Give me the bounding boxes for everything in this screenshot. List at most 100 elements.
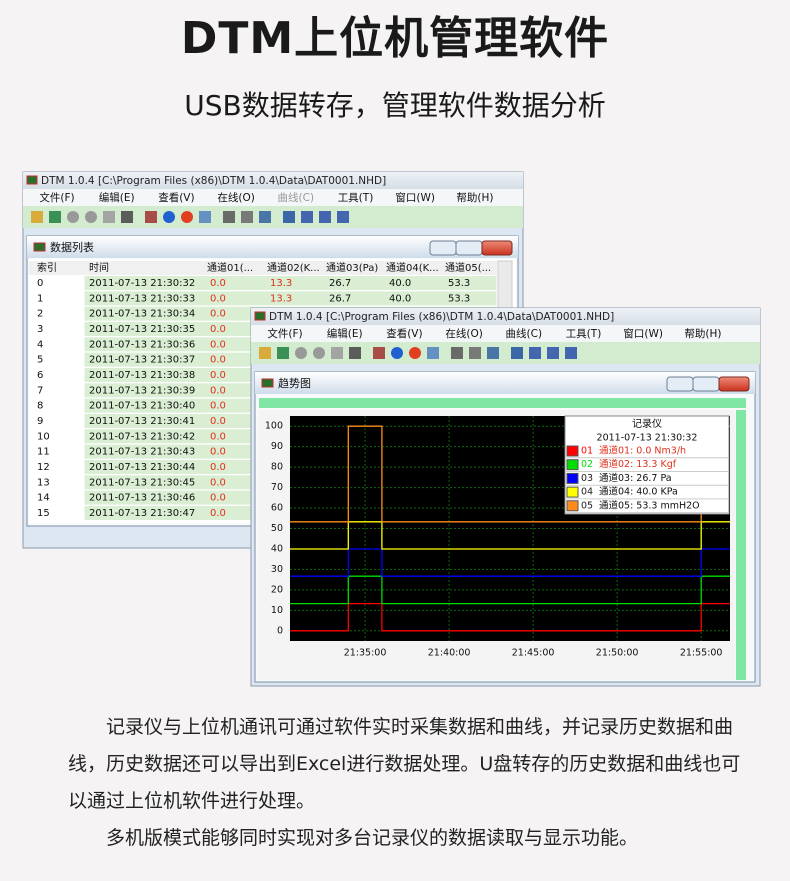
minimize-button[interactable] <box>666 376 694 392</box>
menu-item[interactable]: 曲线(C) <box>506 327 543 340</box>
paragraph: 记录仪与上位机通讯可通过软件实时采集数据和曲线，并记录历史数据和曲线，历史数据还… <box>68 716 741 812</box>
table-cell: 2011-07-13 21:30:36 <box>89 339 195 350</box>
y-tick-label: 40 <box>271 543 283 554</box>
toolbar-button[interactable] <box>373 347 385 359</box>
table-cell: 2011-07-13 21:30:38 <box>89 370 195 381</box>
table-cell: 2011-07-13 21:30:45 <box>89 477 195 488</box>
toolbar-button[interactable] <box>427 347 439 359</box>
toolbar-button[interactable] <box>469 347 481 359</box>
series-line <box>290 521 730 550</box>
table-cell: 10 <box>37 431 50 442</box>
panel-title: 趋势图 <box>278 377 311 390</box>
table-cell: 2011-07-13 21:30:46 <box>89 493 195 504</box>
table-cell: 2011-07-13 21:30:37 <box>89 355 195 366</box>
toolbar-button[interactable] <box>223 211 235 223</box>
toolbar-button[interactable] <box>259 211 271 223</box>
menu-item[interactable]: 文件(F) <box>267 327 302 340</box>
y-tick-label: 80 <box>271 462 283 473</box>
menu-item[interactable]: 曲线(C) <box>278 191 315 204</box>
legend-swatch <box>566 459 579 471</box>
table-cell: 2011-07-13 21:30:35 <box>89 324 195 335</box>
toolbar-button[interactable] <box>301 211 313 223</box>
table-cell: 0.0 <box>210 416 226 427</box>
close-button[interactable] <box>481 240 513 256</box>
toolbar-button[interactable] <box>409 347 421 359</box>
menu-item[interactable]: 查看(V) <box>158 191 194 204</box>
toolbar-button[interactable] <box>67 211 79 223</box>
toolbar-button[interactable] <box>283 211 295 223</box>
menu-item[interactable]: 工具(T) <box>338 192 374 204</box>
toolbar-button[interactable] <box>487 347 499 359</box>
table-cell: 6 <box>37 370 43 381</box>
column-header: 索引 <box>37 261 57 274</box>
toolbar-button[interactable] <box>121 211 133 223</box>
menu-item[interactable]: 帮助(H) <box>684 327 721 340</box>
menu-item[interactable]: 工具(T) <box>566 328 602 340</box>
screenshots: DTM 1.0.4 [C:\Program Files (x86)\DTM 1.… <box>22 171 761 687</box>
toolbar-button[interactable] <box>145 211 157 223</box>
toolbar-button[interactable] <box>511 347 523 359</box>
legend-label: 通道02: 13.3 Kgf <box>599 458 677 470</box>
table-cell: 12 <box>37 462 50 473</box>
description: 记录仪与上位机通讯可通过软件实时采集数据和曲线，并记录历史数据和曲线，历史数据还… <box>68 709 748 857</box>
toolbar-button[interactable] <box>313 347 325 359</box>
menu-item[interactable]: 窗口(W) <box>623 327 663 340</box>
table-cell: 53.3 <box>448 293 470 304</box>
table-cell: 9 <box>37 416 43 427</box>
toolbar-button[interactable] <box>241 211 253 223</box>
toolbar-button[interactable] <box>565 347 577 359</box>
toolbar-button[interactable] <box>181 211 193 223</box>
toolbar-button[interactable] <box>163 211 175 223</box>
table-cell: 2011-07-13 21:30:40 <box>89 401 195 412</box>
app-window: DTM 1.0.4 [C:\Program Files (x86)\DTM 1.… <box>250 307 761 687</box>
panel-title: 数据列表 <box>50 240 94 254</box>
menu-item[interactable]: 帮助(H) <box>456 191 493 204</box>
page-title: DTM上位机管理软件 <box>180 13 610 64</box>
toolbar-button[interactable] <box>529 347 541 359</box>
menu-item[interactable]: 编辑(E) <box>327 327 363 340</box>
table-cell: 0.0 <box>210 293 226 304</box>
legend-title: 记录仪 <box>632 418 662 430</box>
toolbar-button[interactable] <box>199 211 211 223</box>
toolbar-button[interactable] <box>337 211 349 223</box>
toolbar-button[interactable] <box>31 211 43 223</box>
toolbar <box>251 342 760 364</box>
toolbar-button[interactable] <box>259 347 271 359</box>
series-line <box>290 575 730 605</box>
legend-swatch <box>566 486 579 498</box>
legend-box <box>564 415 730 515</box>
toolbar-button[interactable] <box>49 211 61 223</box>
toolbar-button[interactable] <box>547 347 559 359</box>
toolbar-button[interactable] <box>349 347 361 359</box>
panel-title-bar <box>255 372 755 394</box>
minimize-button[interactable] <box>429 240 457 256</box>
table-cell: 0.0 <box>210 370 226 381</box>
y-tick-label: 10 <box>271 605 283 616</box>
toolbar-button[interactable] <box>85 211 97 223</box>
table-cell: 2 <box>37 309 43 320</box>
y-tick-label: 30 <box>271 564 283 575</box>
menu-item[interactable]: 窗口(W) <box>395 191 435 204</box>
toolbar-button[interactable] <box>331 347 343 359</box>
close-button[interactable] <box>718 376 750 392</box>
toolbar-button[interactable] <box>451 347 463 359</box>
toolbar-button[interactable] <box>391 347 403 359</box>
toolbar-button[interactable] <box>277 347 289 359</box>
menu-item[interactable]: 在线(O) <box>217 191 254 204</box>
menu-item[interactable]: 在线(O) <box>445 327 482 340</box>
table-cell: 0.0 <box>210 278 226 289</box>
menu-item[interactable]: 编辑(E) <box>99 191 135 204</box>
table-cell: 13.3 <box>270 293 292 304</box>
maximize-button[interactable] <box>455 240 483 256</box>
toolbar-button[interactable] <box>295 347 307 359</box>
toolbar-button[interactable] <box>103 211 115 223</box>
table-cell: 0.0 <box>210 493 226 504</box>
table-cell: 53.3 <box>448 278 470 289</box>
table-cell: 3 <box>37 324 43 335</box>
toolbar-button[interactable] <box>319 211 331 223</box>
maximize-button[interactable] <box>692 376 720 392</box>
menu-item[interactable]: 文件(F) <box>39 191 74 204</box>
legend-code: 04 <box>581 487 593 498</box>
menu-item[interactable]: 查看(V) <box>386 327 422 340</box>
table-cell: 26.7 <box>329 278 351 289</box>
